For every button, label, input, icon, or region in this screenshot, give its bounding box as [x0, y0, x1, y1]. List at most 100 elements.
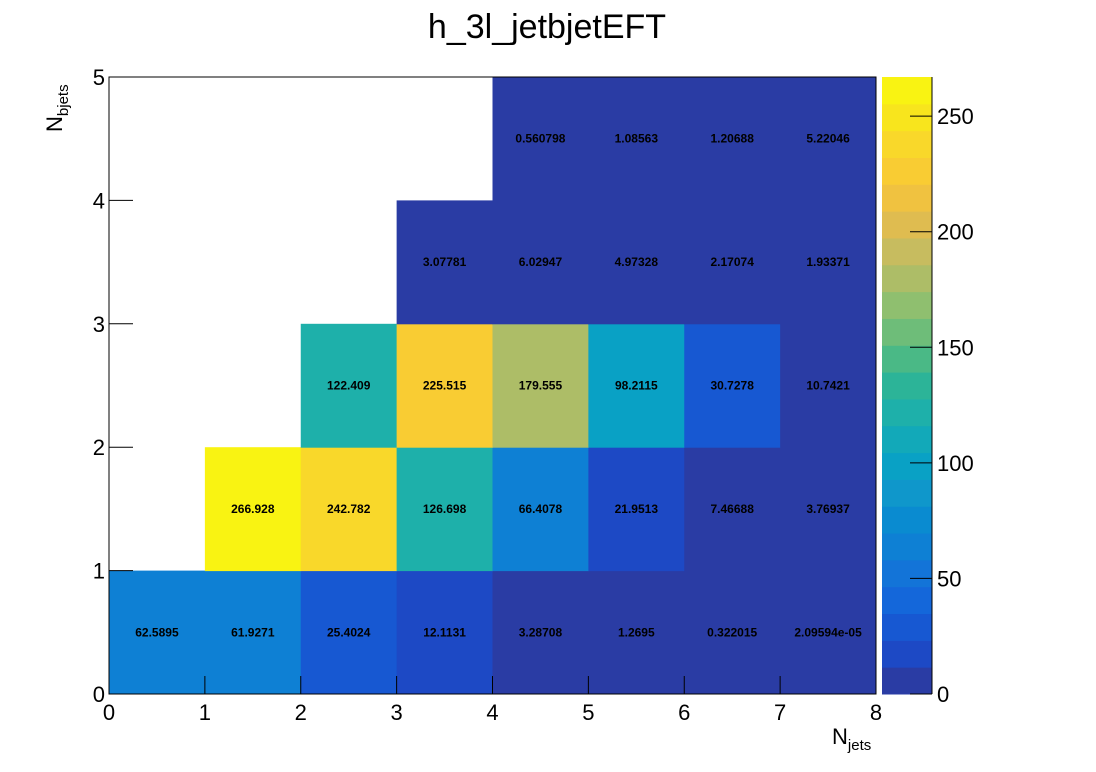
heatmap-cell	[492, 77, 589, 201]
cell-value-label: 98.2115	[615, 379, 658, 393]
colorbar-tick-label: 200	[937, 220, 974, 245]
heatmap-cell	[492, 323, 589, 448]
cell-value-label: 242.782	[327, 502, 371, 516]
colorbar-segment	[882, 130, 932, 158]
cell-value-label: 225.515	[423, 379, 467, 393]
colorbar-segment	[882, 291, 932, 319]
heatmap-cell	[780, 447, 877, 572]
cell-value-label: 6.02947	[519, 255, 563, 269]
cell-value-label: 126.698	[423, 502, 467, 516]
y-tick-label: 4	[93, 188, 105, 213]
colorbar-segment	[882, 506, 932, 534]
cell-value-label: 66.4078	[519, 502, 563, 516]
heatmap-cell	[780, 77, 877, 201]
heatmap-cell	[588, 447, 685, 572]
colorbar	[882, 77, 933, 695]
colorbar-segment	[882, 318, 932, 346]
colorbar-segment	[882, 237, 932, 266]
cell-value-label: 122.409	[327, 379, 371, 393]
heatmap-cell	[204, 447, 302, 572]
heatmap-cell	[684, 77, 781, 201]
heatmap-cell	[780, 570, 877, 695]
heatmap-cell	[588, 200, 685, 325]
y-tick-label: 3	[93, 312, 105, 337]
colorbar-segment	[882, 586, 932, 615]
colorbar-segment	[882, 640, 932, 668]
heatmap-cell	[588, 570, 685, 695]
heatmap-cell	[684, 323, 781, 448]
cell-value-label: 2.17074	[710, 255, 754, 269]
colorbar-segment	[882, 613, 932, 641]
cell-value-label: 21.9513	[615, 502, 659, 516]
x-tick-label: 3	[391, 700, 403, 725]
colorbar-segment	[882, 345, 932, 373]
heatmap-cell	[300, 323, 398, 448]
colorbar-segment	[882, 425, 932, 454]
cell-value-label: 1.08563	[615, 132, 659, 146]
colorbar-segment	[882, 103, 932, 132]
y-tick-label: 5	[93, 65, 105, 90]
heatmap-cell	[588, 77, 685, 201]
cell-value-label: 3.76937	[806, 502, 850, 516]
heatmap-cell	[492, 447, 589, 572]
x-tick-label: 0	[103, 700, 115, 725]
heatmap-cell	[396, 447, 493, 572]
colorbar-tick-label: 0	[937, 682, 949, 707]
colorbar-segment	[882, 372, 932, 400]
y-tick-label: 1	[93, 559, 105, 584]
x-axis-label: Njets	[832, 724, 871, 754]
colorbar-segment	[882, 452, 932, 480]
heatmap-cell	[396, 200, 493, 325]
y-axis: 0 1 2 3 4 5	[93, 65, 133, 707]
x-tick-label: 2	[295, 700, 307, 725]
colorbar-tick-label: 150	[937, 335, 974, 360]
cell-value-label: 1.2695	[618, 625, 655, 639]
heatmap-cells	[109, 77, 877, 695]
x-axis: 0 1 2 3 4 5 6 7 8	[103, 676, 882, 725]
cell-value-label: 25.4024	[327, 625, 371, 639]
x-tick-label: 8	[870, 700, 882, 725]
cell-value-label: 1.20688	[710, 132, 754, 146]
colorbar-segment	[882, 157, 932, 185]
heatmap-cell	[492, 570, 589, 695]
heatmap-cell	[396, 570, 493, 695]
x-tick-label: 5	[582, 700, 594, 725]
cell-value-labels: 62.5895 61.9271 25.4024 12.1131 3.28708 1.269…	[135, 132, 862, 640]
x-tick-label: 1	[199, 700, 211, 725]
cell-value-label: 4.97328	[615, 255, 659, 269]
colorbar-segment	[882, 184, 932, 212]
colorbar-segment	[882, 559, 932, 588]
cell-value-label: 266.928	[231, 502, 275, 516]
cell-value-label: 179.555	[519, 379, 563, 393]
chart-title: h_3l_jetbjetEFT	[428, 8, 666, 46]
cell-value-label: 30.7278	[710, 379, 754, 393]
cell-value-label: 2.09594e-05	[794, 625, 862, 639]
heatmap-cell	[396, 323, 493, 448]
heatmap-cell	[684, 447, 781, 572]
colorbar-tick-label: 100	[937, 451, 974, 476]
cell-value-label: 12.1131	[423, 625, 466, 639]
colorbar-segment	[882, 667, 932, 695]
heatmap-cell	[204, 570, 302, 695]
x-tick-label: 6	[678, 700, 690, 725]
cell-value-label: 3.28708	[519, 625, 563, 639]
heatmap-cell	[300, 570, 398, 695]
cell-value-label: 5.22046	[806, 132, 850, 146]
cell-value-label: 0.322015	[707, 625, 757, 639]
heatmap-cell	[780, 323, 877, 448]
cell-value-label: 3.07781	[423, 255, 467, 269]
heatmap-cell	[492, 200, 589, 325]
heatmap-cell	[109, 570, 206, 695]
colorbar-segment	[882, 264, 932, 293]
cell-value-label: 0.560798	[515, 132, 565, 146]
y-tick-label: 0	[93, 682, 105, 707]
cell-value-label: 7.46688	[710, 502, 754, 516]
heatmap-cell	[588, 323, 685, 448]
colorbar-segment	[882, 479, 932, 507]
colorbar-segment	[882, 77, 932, 105]
heatmap-cell	[684, 570, 781, 695]
heatmap-cell	[780, 200, 877, 325]
colorbar-segment	[882, 533, 932, 561]
colorbar-segment	[882, 398, 932, 427]
